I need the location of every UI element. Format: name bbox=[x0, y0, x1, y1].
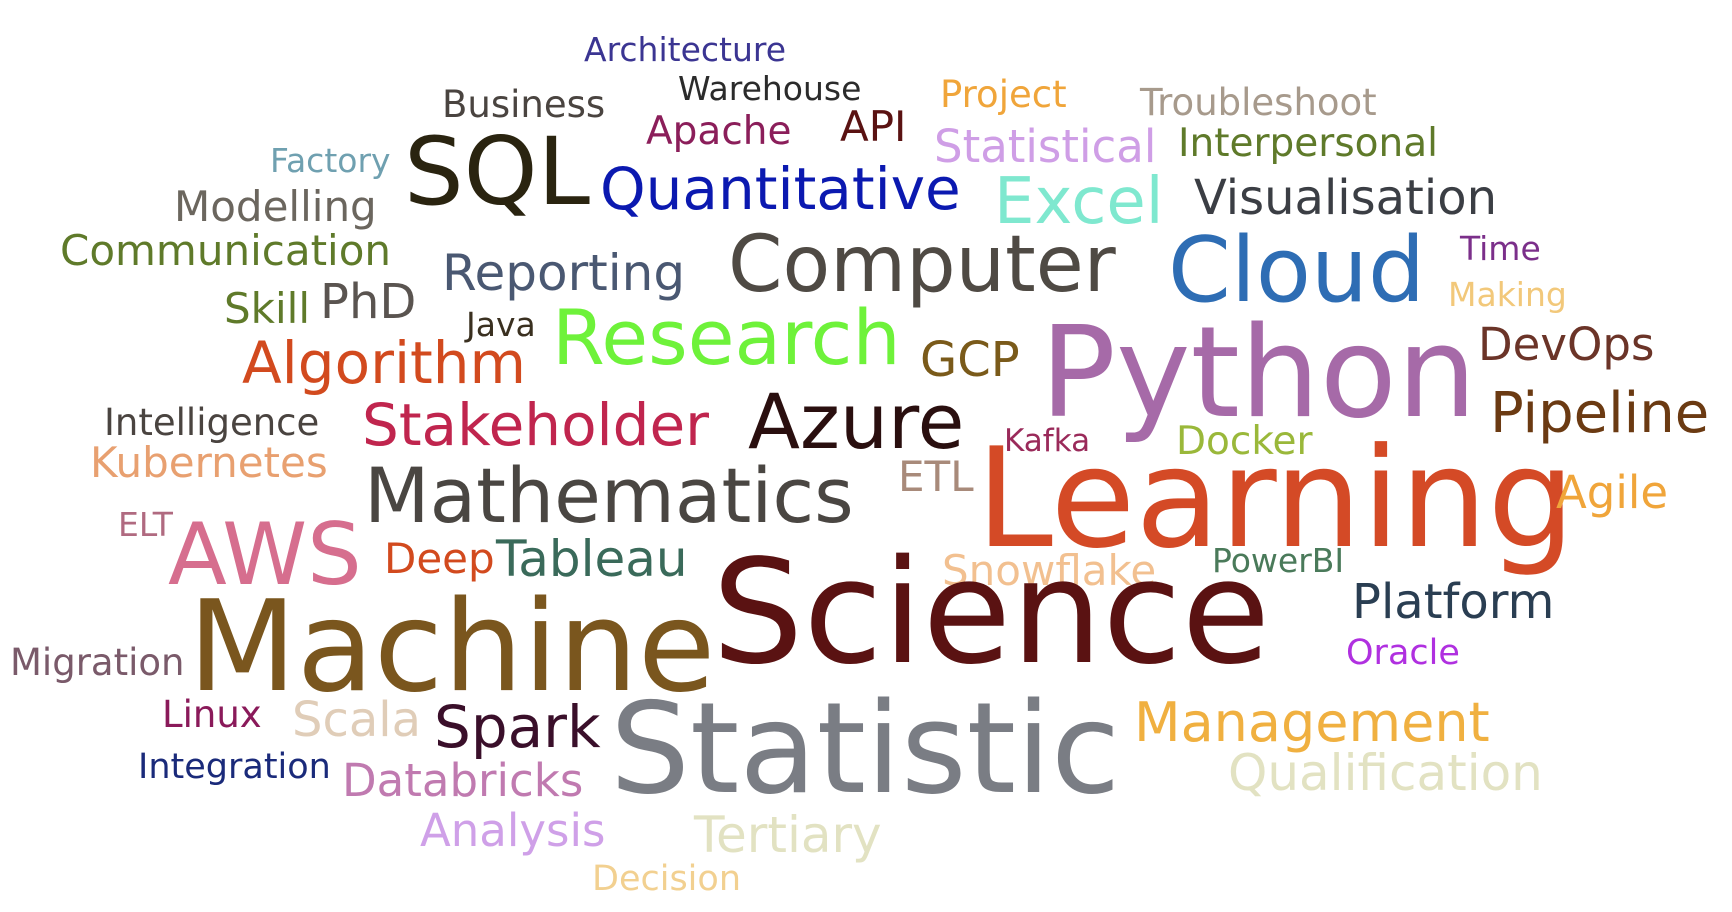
word-docker: Docker bbox=[1176, 419, 1313, 464]
word-kafka: Kafka bbox=[1004, 423, 1091, 459]
word-platform: Platform bbox=[1352, 574, 1555, 630]
word-communication: Communication bbox=[60, 226, 392, 275]
word-python: Python bbox=[1040, 299, 1477, 446]
word-architecture: Architecture bbox=[584, 30, 787, 69]
word-algorithm: Algorithm bbox=[242, 329, 527, 397]
word-agile: Agile bbox=[1556, 466, 1669, 519]
word-statistic: Statistic bbox=[610, 675, 1121, 822]
word-quantitative: Quantitative bbox=[600, 155, 961, 223]
word-migration: Migration bbox=[10, 641, 185, 684]
word-linux: Linux bbox=[162, 693, 262, 736]
word-statistical: Statistical bbox=[934, 120, 1157, 173]
word-stakeholder: Stakeholder bbox=[362, 391, 710, 459]
word-pipeline: Pipeline bbox=[1490, 381, 1710, 446]
word-deep: Deep bbox=[384, 534, 495, 583]
word-management: Management bbox=[1134, 691, 1490, 754]
word-tableau: Tableau bbox=[496, 530, 688, 588]
word-analysis: Analysis bbox=[420, 804, 606, 857]
word-research: Research bbox=[552, 293, 901, 382]
word-etl: ETL bbox=[898, 452, 974, 501]
word-spark: Spark bbox=[434, 693, 601, 761]
word-reporting: Reporting bbox=[442, 244, 686, 302]
word-science: Science bbox=[712, 528, 1271, 696]
word-business: Business bbox=[442, 83, 606, 126]
word-decision: Decision bbox=[592, 859, 742, 899]
word-intelligence: Intelligence bbox=[104, 401, 320, 444]
word-phd: PhD bbox=[320, 274, 417, 330]
word-interpersonal: Interpersonal bbox=[1178, 121, 1438, 166]
word-making: Making bbox=[1448, 275, 1567, 314]
word-sql: SQL bbox=[404, 118, 591, 227]
word-devops: DevOps bbox=[1478, 318, 1655, 371]
word-mathematics: Mathematics bbox=[364, 451, 854, 540]
word-troubleshoot: Troubleshoot bbox=[1140, 81, 1377, 124]
word-databricks: Databricks bbox=[342, 754, 584, 807]
word-snowflake: Snowflake bbox=[942, 546, 1157, 595]
word-aws: AWS bbox=[168, 505, 362, 605]
word-learning: Learning bbox=[976, 418, 1576, 579]
word-gcp: GCP bbox=[920, 332, 1020, 388]
word-visualisation: Visualisation bbox=[1194, 170, 1497, 226]
word-warehouse: Warehouse bbox=[678, 69, 862, 108]
word-cloud: Cloud bbox=[1168, 218, 1426, 323]
word-factory: Factory bbox=[270, 141, 391, 180]
word-elt: ELT bbox=[118, 505, 173, 544]
word-scala: Scala bbox=[292, 692, 422, 748]
word-computer: Computer bbox=[728, 220, 1116, 310]
word-tertiary: Tertiary bbox=[694, 806, 882, 864]
word-oracle: Oracle bbox=[1346, 633, 1460, 673]
word-project: Project bbox=[940, 73, 1067, 116]
word-modelling: Modelling bbox=[174, 182, 377, 231]
word-integration: Integration bbox=[138, 747, 331, 787]
word-apache: Apache bbox=[646, 109, 792, 154]
word-skill: Skill bbox=[224, 284, 310, 333]
word-java: Java bbox=[466, 305, 536, 344]
word-time: Time bbox=[1460, 229, 1541, 268]
word-azure: Azure bbox=[748, 377, 965, 466]
word-machine: Machine bbox=[188, 573, 716, 720]
word-excel: Excel bbox=[994, 165, 1164, 239]
word-qualification: Qualification bbox=[1228, 744, 1543, 802]
word-kubernetes: Kubernetes bbox=[90, 438, 328, 487]
word-powerbi: PowerBI bbox=[1212, 541, 1345, 580]
word-api: API bbox=[840, 102, 907, 151]
